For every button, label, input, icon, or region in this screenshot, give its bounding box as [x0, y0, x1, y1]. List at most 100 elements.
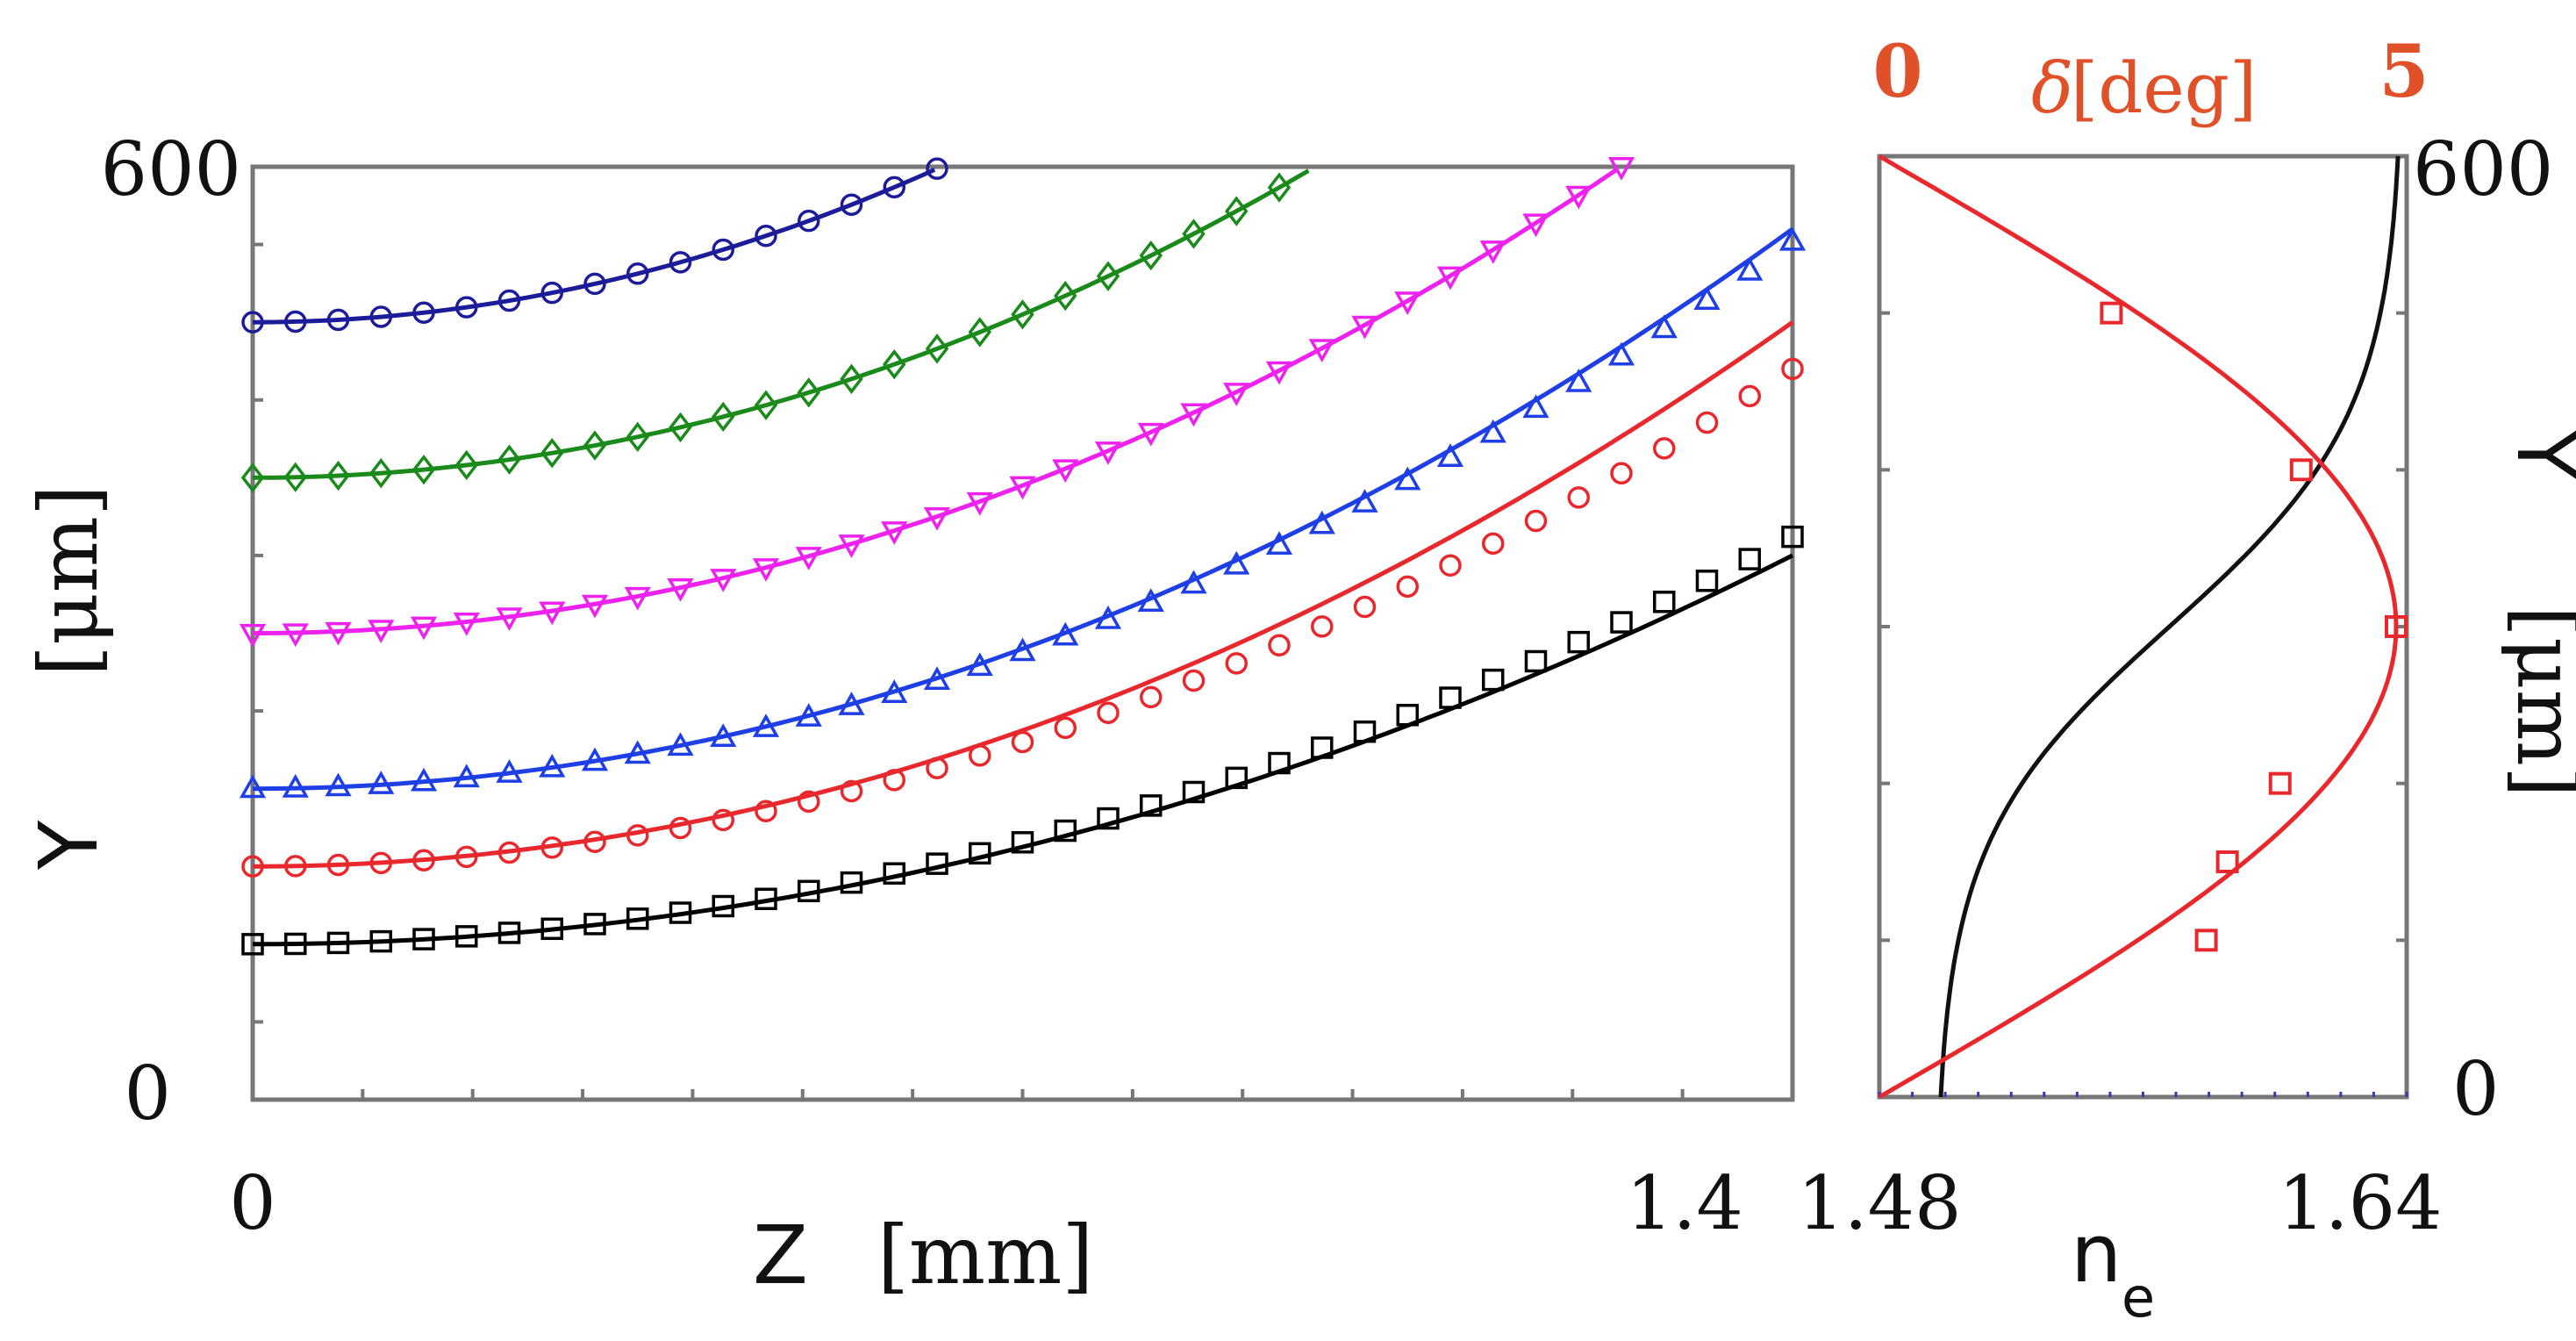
top-axis-label-delta: δ	[2031, 47, 2073, 129]
trajectory-3-data-point	[624, 740, 651, 764]
trajectory-2-data-point	[412, 849, 435, 872]
trajectory-1-data-point	[840, 871, 863, 894]
trajectory-1-data-point	[626, 907, 649, 930]
trajectory-1-data-point	[1482, 668, 1505, 692]
series-trajectory-1	[241, 525, 1804, 956]
refractive-index-curve	[1938, 155, 2401, 1098]
trajectory-5-data-point	[454, 449, 478, 481]
right-minor-ticks	[1878, 311, 2408, 1097]
trajectory-2-data-point	[284, 855, 307, 878]
trajectory-3-data-point	[539, 753, 566, 778]
trajectory-1-data-point	[1439, 686, 1462, 709]
trajectory-3-data-point	[1607, 341, 1635, 366]
trajectory-5-data-point	[1054, 280, 1077, 312]
trajectory-1-data-point	[755, 887, 777, 911]
trajectory-4-data-point	[1436, 266, 1464, 290]
trajectory-3-data-point	[923, 666, 951, 691]
trajectory-5-data-point	[754, 390, 778, 420]
trajectory-6-data-point	[669, 251, 692, 274]
trajectory-2-data-point	[1268, 634, 1291, 657]
trajectory-3-data-point	[838, 692, 865, 715]
trajectory-2-data-point	[1567, 486, 1590, 509]
trajectory-5-data-point	[968, 317, 991, 348]
trajectory-5-data-point	[883, 348, 906, 380]
trajectory-1-data-point	[497, 921, 521, 944]
trajectory-2-data-point	[455, 845, 478, 869]
trajectory-6-data-point	[626, 262, 649, 285]
deflection-fit-curve	[1878, 154, 2399, 1100]
trajectory-2-data-point	[1610, 462, 1633, 485]
trajectory-2-data-point	[1011, 730, 1034, 754]
trajectory-1-data-point	[284, 932, 307, 956]
trajectory-3-data-point	[282, 773, 309, 798]
trajectory-5-data-point	[840, 363, 863, 394]
trajectory-5-data-point	[283, 462, 307, 492]
trajectory-3-data-point	[239, 774, 267, 799]
trajectory-4-data-point	[624, 586, 651, 611]
trajectory-3-data-point	[795, 703, 822, 727]
right-y-tick-label-600: 600	[2413, 126, 2553, 212]
trajectory-5-fit-line	[253, 169, 1310, 480]
trajectory-2-data-point	[1140, 685, 1163, 709]
trajectory-4-data-point	[1351, 315, 1378, 340]
trajectory-1-data-point	[1054, 819, 1077, 843]
trajectory-2-data-point	[1396, 575, 1419, 599]
trajectory-5-data-point	[411, 454, 436, 485]
trajectory-6-data-point	[583, 272, 606, 296]
trajectory-1-data-point	[1695, 570, 1719, 592]
trajectory-5-data-point	[583, 430, 607, 461]
left-series-group	[239, 157, 1807, 956]
trajectory-3-data-point	[1052, 621, 1079, 646]
trajectory-5-data-point	[240, 463, 265, 493]
trajectory-3-data-point	[1650, 314, 1678, 339]
trajectory-4-data-point	[1394, 291, 1421, 316]
trajectory-3-data-point	[1736, 256, 1764, 281]
trajectory-1-data-point	[712, 894, 734, 918]
trajectory-3-data-point	[710, 723, 737, 747]
trajectory-5-data-point	[626, 421, 649, 452]
trajectory-2-data-point	[1182, 669, 1206, 692]
trajectory-1-data-point	[412, 928, 435, 950]
left-y-tick-label-600: 600	[101, 126, 241, 212]
series-trajectory-3	[239, 226, 1807, 799]
trajectory-3-data-point	[496, 759, 523, 783]
series-trajectory-6	[241, 157, 948, 333]
trajectory-3-data-point	[1265, 531, 1293, 556]
left-x-tick-label-0: 0	[229, 1160, 275, 1246]
series-trajectory-5	[240, 169, 1310, 493]
trajectory-6-data-point	[712, 238, 734, 262]
deflection-measured-point	[2194, 929, 2218, 952]
trajectory-1-data-point	[1011, 831, 1034, 854]
trajectory-4-data-point	[1565, 185, 1592, 210]
trajectory-chart: 600 0 0 1.4 Z [mm] Y [μm]	[22, 126, 1807, 1302]
trajectory-4-data-point	[966, 491, 993, 516]
trajectory-4-data-point	[710, 569, 737, 592]
deflection-measured-point	[2215, 850, 2239, 873]
trajectory-3-data-point	[1180, 570, 1207, 594]
trajectory-6-data-point	[412, 301, 435, 324]
trajectory-6-fit-line	[252, 168, 936, 325]
trajectory-4-data-point	[410, 616, 438, 641]
trajectory-3-data-point	[752, 714, 780, 737]
right-x-tick-label-1.48: 1.48	[1797, 1160, 1961, 1246]
trajectory-2-data-point	[1353, 595, 1377, 619]
left-x-axis-label-word: Z	[753, 1208, 808, 1302]
trajectory-3-data-point	[1009, 637, 1036, 662]
trajectory-4-data-point	[1522, 213, 1549, 238]
left-x-tick-label-1.4: 1.4	[1626, 1160, 1743, 1246]
top-tick-label-0: 0	[1872, 30, 1922, 114]
trajectory-6-data-point	[326, 308, 350, 332]
trajectory-3-data-point	[1522, 394, 1549, 419]
trajectory-2-data-point	[969, 744, 991, 767]
trajectory-1-data-point	[969, 842, 991, 865]
deflection-measured-point	[2384, 615, 2408, 638]
trajectory-5-data-point	[797, 377, 820, 408]
trajectory-2-data-point	[1653, 437, 1676, 460]
trajectory-4-data-point	[1265, 361, 1293, 385]
trajectory-2-data-point	[497, 841, 521, 864]
trajectory-3-data-point	[410, 767, 438, 792]
trajectory-2-data-point	[369, 851, 392, 875]
left-y-axis-label-word: Y	[22, 820, 116, 871]
trajectory-2-data-point	[926, 757, 948, 780]
right-x-tick-label-1.64: 1.64	[2278, 1160, 2442, 1246]
